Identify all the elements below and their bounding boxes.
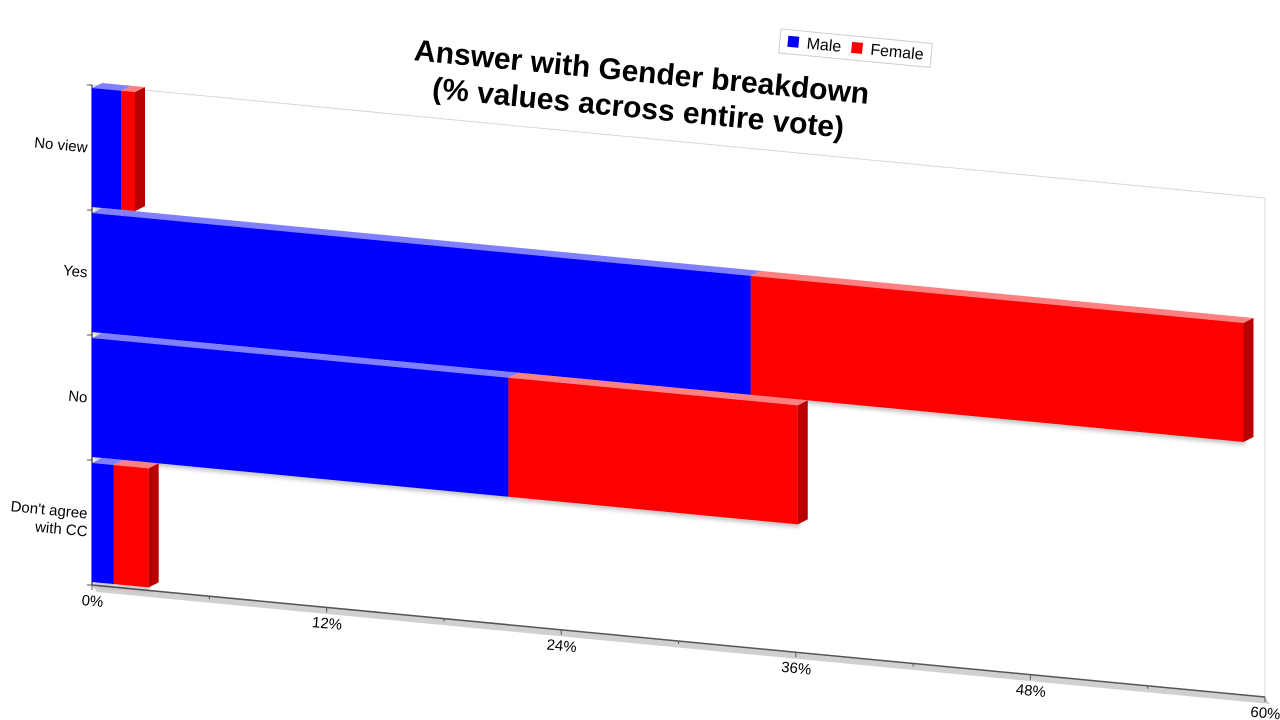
- legend-label-male: Male: [806, 36, 842, 56]
- back-top-edge: [91, 84, 1266, 199]
- bar-side-face: [148, 463, 159, 588]
- bar-segment: [92, 213, 751, 395]
- x-tick-label: 12%: [311, 614, 343, 634]
- category-label: No: [68, 388, 89, 407]
- floor: [92, 585, 1270, 704]
- bar-segment: [92, 88, 122, 210]
- category-label: with CC: [33, 518, 88, 540]
- x-axis-tick-labels: 0% 12% 24% 36% 48% 60%: [81, 592, 1280, 720]
- bar-top-face: [92, 208, 761, 276]
- bar-segment: [121, 90, 136, 212]
- category-label: No view: [34, 134, 89, 156]
- bar-top-face: [121, 85, 146, 93]
- legend: Male Female: [778, 28, 933, 69]
- bar-side-face: [1243, 317, 1254, 442]
- legend-swatch-female: [851, 41, 864, 54]
- x-axis-ticks: [91, 585, 1266, 702]
- bar-top-face: [508, 372, 808, 406]
- category-ticks: [87, 84, 92, 586]
- bar-segment: [508, 377, 798, 525]
- legend-label-female: Female: [870, 42, 925, 64]
- bar-top-face: [92, 333, 519, 378]
- bars: [92, 83, 1254, 588]
- x-tick-label: 36%: [780, 659, 812, 679]
- bar-group: [92, 333, 808, 525]
- legend-swatch-male: [787, 35, 800, 48]
- x-tick-label: 60%: [1250, 704, 1280, 720]
- bar-segment: [113, 465, 149, 588]
- bar-side-face: [797, 400, 808, 525]
- bar-segment: [92, 338, 509, 497]
- bar-segment: [750, 275, 1244, 442]
- bar-top-face: [113, 460, 159, 469]
- category-label: Yes: [62, 262, 88, 281]
- x-tick-label: 24%: [546, 636, 578, 656]
- x-tick-label: 0%: [81, 592, 104, 611]
- bar-group: [92, 458, 159, 588]
- bar-top-face: [750, 270, 1254, 323]
- bar-side-face: [135, 87, 146, 212]
- bar-group: [92, 208, 1254, 442]
- x-tick-label: 48%: [1015, 681, 1047, 701]
- bar-top-face: [92, 83, 132, 91]
- bar-top-face: [92, 458, 124, 466]
- bar-segment: [92, 463, 114, 585]
- bar-group: [92, 83, 146, 212]
